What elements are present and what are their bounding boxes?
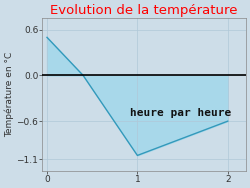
Title: Evolution de la température: Evolution de la température xyxy=(50,4,238,17)
Text: heure par heure: heure par heure xyxy=(130,108,232,118)
Y-axis label: Température en °C: Température en °C xyxy=(4,52,14,137)
